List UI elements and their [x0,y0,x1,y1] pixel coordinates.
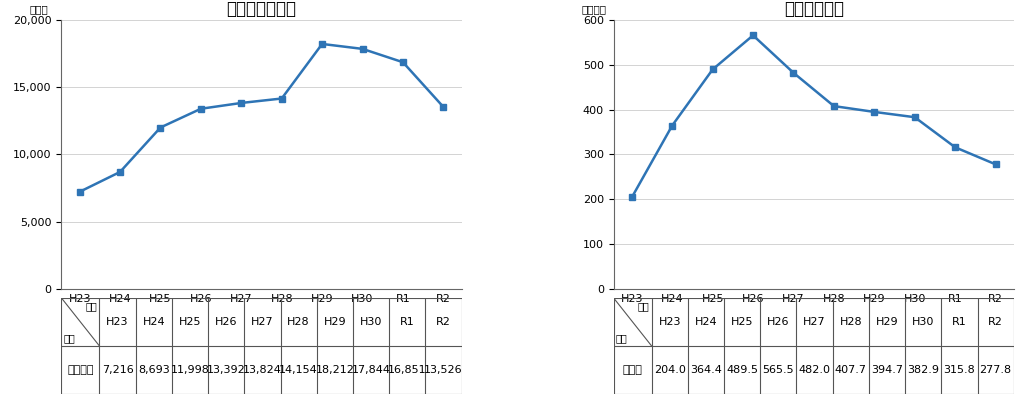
Text: 区分: 区分 [63,333,75,343]
Text: H29: H29 [876,317,898,327]
Text: H29: H29 [324,317,346,327]
Text: H26: H26 [767,317,790,327]
Text: 18,212: 18,212 [315,365,354,375]
Text: （億円）: （億円） [582,4,606,14]
Text: H30: H30 [359,317,382,327]
Text: H28: H28 [288,317,310,327]
Text: （件）: （件） [30,4,48,14]
Text: 565.5: 565.5 [763,365,795,375]
Text: R2: R2 [988,317,1004,327]
Text: 7,216: 7,216 [101,365,133,375]
Text: 204.0: 204.0 [653,365,686,375]
Text: R1: R1 [400,317,415,327]
Text: 277.8: 277.8 [980,365,1012,375]
Text: R2: R2 [436,317,451,327]
Text: 407.7: 407.7 [835,365,866,375]
Text: 17,844: 17,844 [351,365,390,375]
Text: H23: H23 [106,317,129,327]
Text: 364.4: 364.4 [690,365,722,375]
Title: 被害額の推移: 被害額の推移 [783,0,844,18]
Text: 315.8: 315.8 [943,365,975,375]
Text: H30: H30 [912,317,935,327]
Text: 13,526: 13,526 [424,365,463,375]
Text: 382.9: 382.9 [907,365,939,375]
Text: 認知件数: 認知件数 [68,365,94,375]
Text: H27: H27 [803,317,826,327]
Text: H25: H25 [731,317,754,327]
Text: 14,154: 14,154 [280,365,318,375]
Text: 394.7: 394.7 [871,365,903,375]
Title: 認知件数の推移: 認知件数の推移 [226,0,297,18]
Text: H28: H28 [840,317,862,327]
Text: 13,392: 13,392 [207,365,246,375]
Text: 区分: 区分 [615,333,628,343]
Text: 年次: 年次 [86,301,97,311]
Text: H25: H25 [179,317,202,327]
Text: 8,693: 8,693 [138,365,170,375]
Text: H24: H24 [142,317,165,327]
Text: 489.5: 489.5 [726,365,758,375]
Text: 年次: 年次 [638,301,649,311]
Text: 11,998: 11,998 [171,365,210,375]
Text: R1: R1 [952,317,967,327]
Text: H27: H27 [251,317,273,327]
Text: 16,851: 16,851 [388,365,427,375]
Text: H26: H26 [215,317,238,327]
Text: 13,824: 13,824 [243,365,282,375]
Text: 482.0: 482.0 [799,365,830,375]
Text: H24: H24 [694,317,717,327]
Text: 被害額: 被害額 [623,365,643,375]
Text: H23: H23 [658,317,681,327]
